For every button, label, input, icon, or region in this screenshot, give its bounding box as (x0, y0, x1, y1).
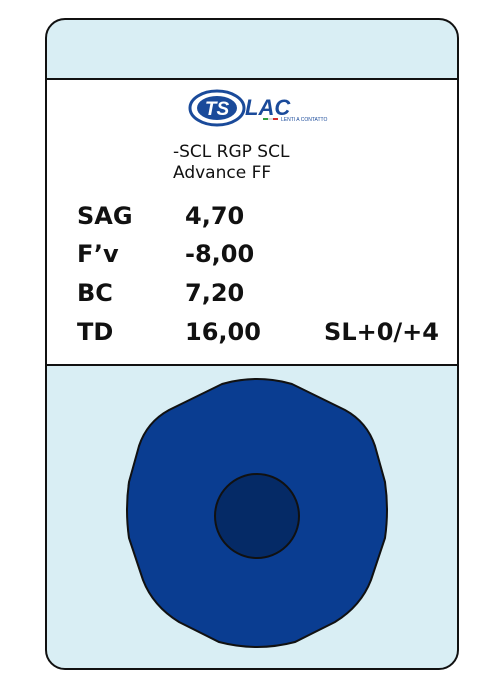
bc-value: 7,20 (185, 279, 245, 307)
product-line-1: -SCL RGP SCL (173, 142, 290, 162)
label-panel: TS LAC LENTI A CONTATTO -SCL RGP SCL Adv… (47, 78, 457, 366)
logo-ts-text: TS (205, 99, 230, 120)
td-value: 16,00 (185, 318, 261, 346)
product-line-2: Advance FF (173, 163, 272, 183)
logo-lac-text: LAC (245, 95, 291, 120)
fv-label: F’v (77, 240, 119, 268)
flag-green-stripe (263, 118, 268, 120)
sl-addition-value: SL+0/+4 (324, 318, 439, 346)
product-name: -SCL RGP SCL Advance FF (173, 142, 289, 184)
fv-value: -8,00 (185, 240, 255, 268)
sag-label: SAG (77, 202, 133, 230)
lens-label-card: TS LAC LENTI A CONTATTO -SCL RGP SCL Adv… (45, 18, 459, 670)
lens-optic-zone (214, 473, 300, 559)
logo-tagline: LENTI A CONTATTO (281, 117, 328, 123)
lens-icon (126, 378, 388, 648)
td-label: TD (77, 318, 114, 346)
ts-lac-logo: TS LAC LENTI A CONTATTO (188, 89, 328, 127)
flag-white-stripe (268, 118, 273, 120)
sag-value: 4,70 (185, 202, 245, 230)
bc-label: BC (77, 279, 113, 307)
flag-red-stripe (273, 118, 278, 120)
